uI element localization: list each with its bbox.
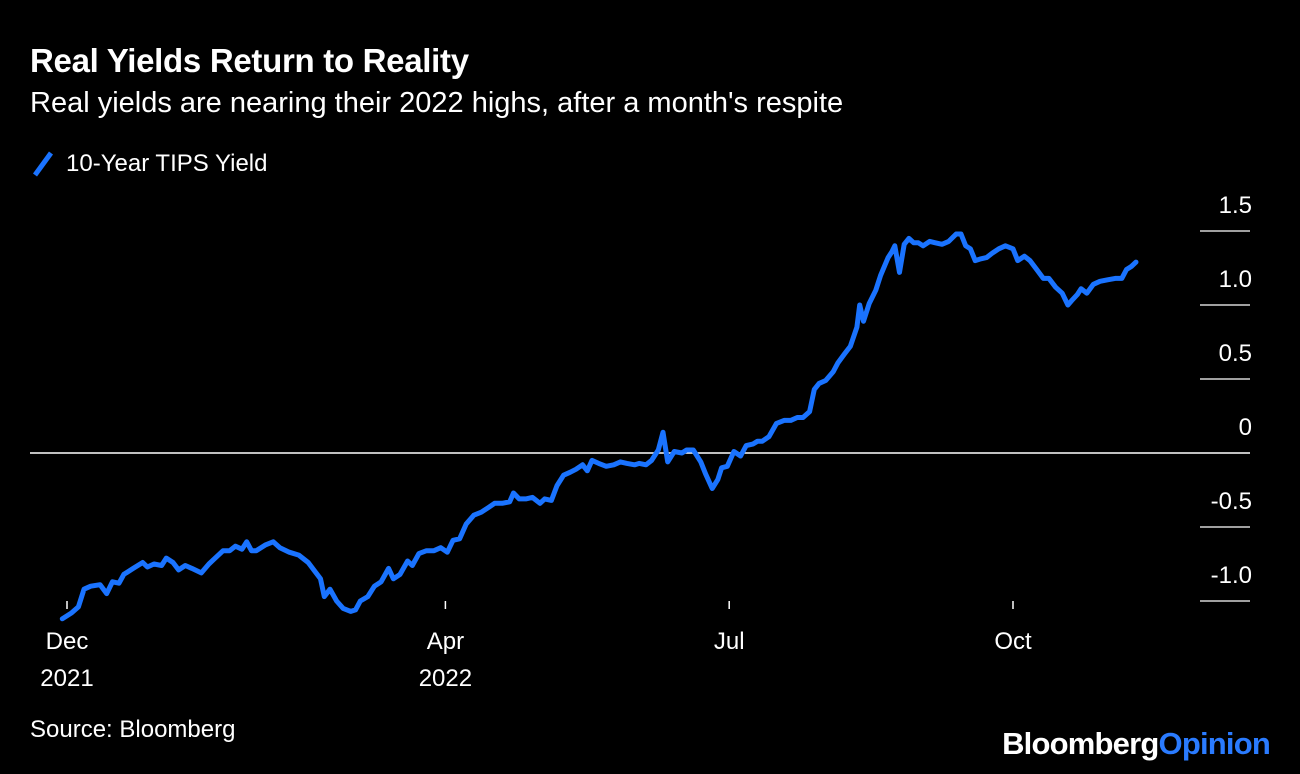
x-tick-year-label: 2021 (40, 665, 93, 692)
x-tick-label: Dec (46, 628, 89, 655)
brand-logo: BloombergOpinion (1002, 726, 1271, 762)
brand-primary: Bloomberg (1002, 726, 1159, 761)
y-tick-label: -1.0 (1211, 562, 1252, 589)
legend: 10-Year TIPS Yield (32, 150, 267, 178)
x-tick-label: Jul (714, 628, 745, 655)
chart-subtitle: Real yields are nearing their 2022 highs… (30, 87, 844, 119)
x-tick-label: Apr (427, 628, 464, 655)
brand-secondary: Opinion (1158, 726, 1271, 761)
x-axis: Dec 2021 Apr 2022 Jul Oct (40, 601, 1032, 692)
chart-title: Real Yields Return to Reality (30, 42, 469, 79)
legend-swatch-icon (32, 151, 54, 177)
y-tick-label: 1.5 (1219, 192, 1252, 219)
y-tick-label: 0.5 (1219, 340, 1252, 367)
legend-label: 10-Year TIPS Yield (66, 150, 268, 177)
x-tick-label: Oct (994, 628, 1032, 655)
x-tick-year-label: 2022 (419, 665, 472, 692)
y-axis-gridlines (1200, 230, 1250, 602)
y-tick-label: -0.5 (1211, 488, 1252, 515)
series-line-tips-yield (59, 231, 1139, 622)
y-axis-labels: 1.5 1.0 0.5 0 -0.5 -1.0 (1211, 192, 1252, 589)
source-note: Source: Bloomberg (30, 716, 236, 743)
y-tick-label: 0 (1239, 414, 1252, 441)
y-tick-label: 1.0 (1219, 266, 1252, 293)
